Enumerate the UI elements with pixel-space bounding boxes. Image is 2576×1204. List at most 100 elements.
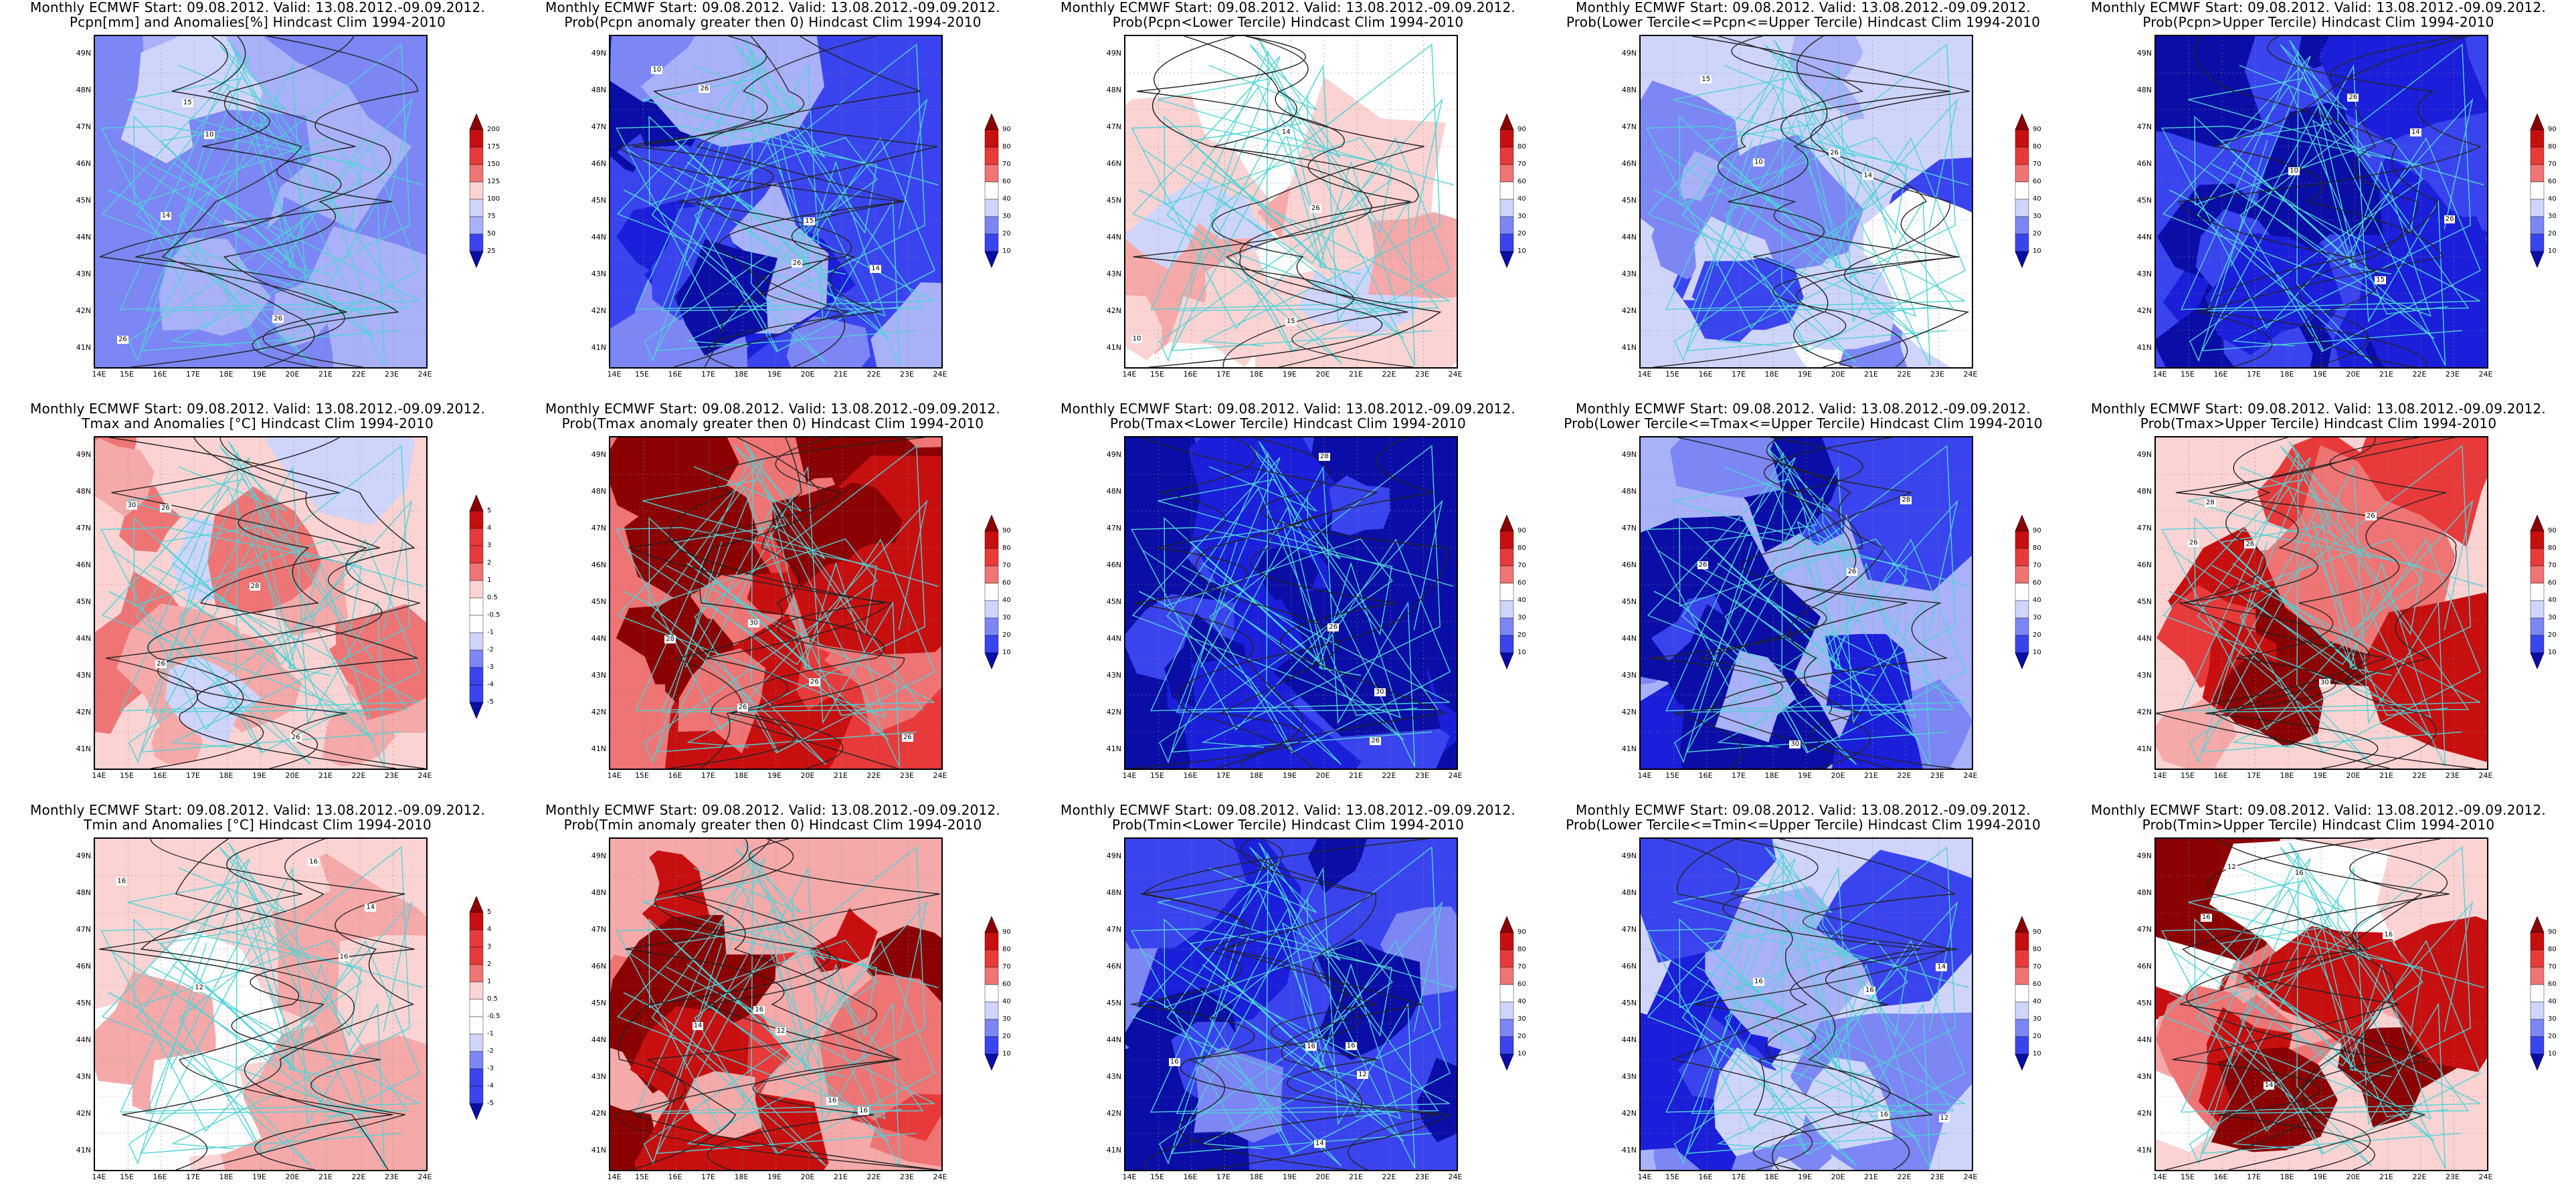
contour-line [98,36,418,367]
colorbar-min-arrow [2015,652,2029,670]
colorbar-segment [469,649,484,668]
longitude-label: 16E [2213,1173,2228,1181]
latitude-label: 49N [76,851,91,860]
coastline [1138,591,1293,752]
contour-line [1677,839,1934,1170]
contour-line [2197,36,2470,367]
contour-line [147,437,340,769]
latitude-label: 46N [2136,961,2152,971]
contour-line [1133,36,1372,367]
map-plot [94,436,428,770]
panel-title-line1: Monthly ECMWF Start: 09.08.2012. Valid: … [1576,802,2031,818]
colorbar-tick-label: -1 [487,1030,494,1037]
contour-line [1140,839,1422,1170]
colorbar-segment [469,216,484,235]
colorbar-segment [2015,635,2029,654]
longitude-label: 20E [285,1173,300,1181]
map-canvas [2156,437,2487,769]
panel-title: Monthly ECMWF Start: 09.08.2012. Valid: … [0,401,515,431]
longitude-label: 23E [1415,1173,1429,1181]
country-border [635,51,935,364]
latitude-label: 45N [1106,195,1121,205]
colorbar-segment [469,946,484,965]
latitude-label: 48N [1621,85,1637,94]
longitude-label: 17E [2247,370,2261,379]
longitude-label: 24E [2478,1173,2493,1181]
contour-line [653,36,938,367]
contour-label: 26 [117,336,128,344]
colorbar-tick-label: -2 [487,1047,494,1055]
latitude-label: 43N [76,1072,91,1081]
longitude-label: 16E [668,1173,682,1181]
colorbar-min-arrow [984,1054,999,1071]
longitude-label: 19E [1283,1173,1297,1181]
colorbar-segment [2530,583,2545,601]
latitude-label: 42N [2136,707,2152,716]
latitude-label: 41N [591,342,606,352]
country-border [141,847,401,1169]
longitude-label: 18E [1764,1173,1779,1181]
latitude-label: 48N [2136,888,2152,897]
colorbar-segment [2530,199,2545,217]
contour-label: 26 [2187,539,2199,548]
latitude-label: 49N [1621,48,1637,58]
contour-label: 28 [2205,499,2216,508]
contour-line [2178,437,2456,769]
latitude-label: 45N [1621,597,1637,606]
colorbar-max-arrow [469,114,484,130]
colorbar-tick-label: 75 [487,213,496,220]
colorbar-tick-label: 80 [1517,143,1526,150]
colorbar-tick-label: 40 [1517,597,1526,604]
longitude-label: 21E [1864,771,1878,780]
contour-label: 28 [664,635,676,643]
latitude-label: 48N [591,888,606,897]
latitude-label: 43N [1106,670,1121,680]
colorbar-max-arrow [1499,916,1514,933]
colorbar-tick-label: 4 [487,926,492,933]
country-border [1647,56,1954,317]
longitude-label: 19E [252,370,266,379]
colorbar-max-arrow [1499,515,1514,532]
colorbar-segment [469,929,484,948]
latitude-label: 43N [1621,269,1637,278]
latitude-label: 44N [1621,232,1637,241]
colorbar-tick-label: 10 [2033,1050,2041,1058]
contour-label: 15 [1285,317,1297,326]
colorbar-segment [469,510,484,529]
longitude-label: 20E [2346,370,2361,379]
colorbar-tick-label: 40 [2033,998,2041,1005]
longitude-label: 24E [933,370,947,379]
longitude-label: 24E [418,771,432,780]
country-border [1646,78,1969,330]
coastline [1138,189,1293,351]
colorbar-tick-label: 60 [1002,579,1011,587]
country-border [1131,479,1454,731]
colorbar-tick-label: -2 [487,646,494,654]
contour-label: 28 [1900,496,1912,504]
longitude-label: 18E [1249,1173,1264,1181]
colorbar-segment [2530,617,2545,636]
field-shade-region [786,316,870,367]
contour-label: 26 [1327,623,1340,631]
country-border [635,452,935,765]
longitude-label: 24E [1963,771,1978,780]
latitude-label: 47N [1621,523,1637,532]
colorbar: 90 80 70 60 40 30 20 10 [2529,916,2569,1088]
latitude-label: 41N [2136,744,2152,753]
longitude-label: 17E [186,1173,200,1181]
colorbar-tick-label: 2 [487,961,492,968]
longitude-label: 16E [1183,1173,1198,1181]
longitude-label: 15E [1665,771,1679,780]
contour-label: 26 [1846,567,1858,576]
country-border [101,858,409,1120]
country-border [626,43,935,353]
colorbar-tick-label: 30 [2033,614,2041,621]
colorbar-segment [1499,949,1514,968]
colorbar-segment [2015,1036,2029,1055]
colorbar-segment [2015,967,2029,985]
map-canvas [1641,437,1972,769]
country-border [141,445,401,767]
contour-line [630,839,878,1170]
colorbar-min-arrow [2015,1054,2029,1071]
longitude-label: 19E [252,771,266,780]
